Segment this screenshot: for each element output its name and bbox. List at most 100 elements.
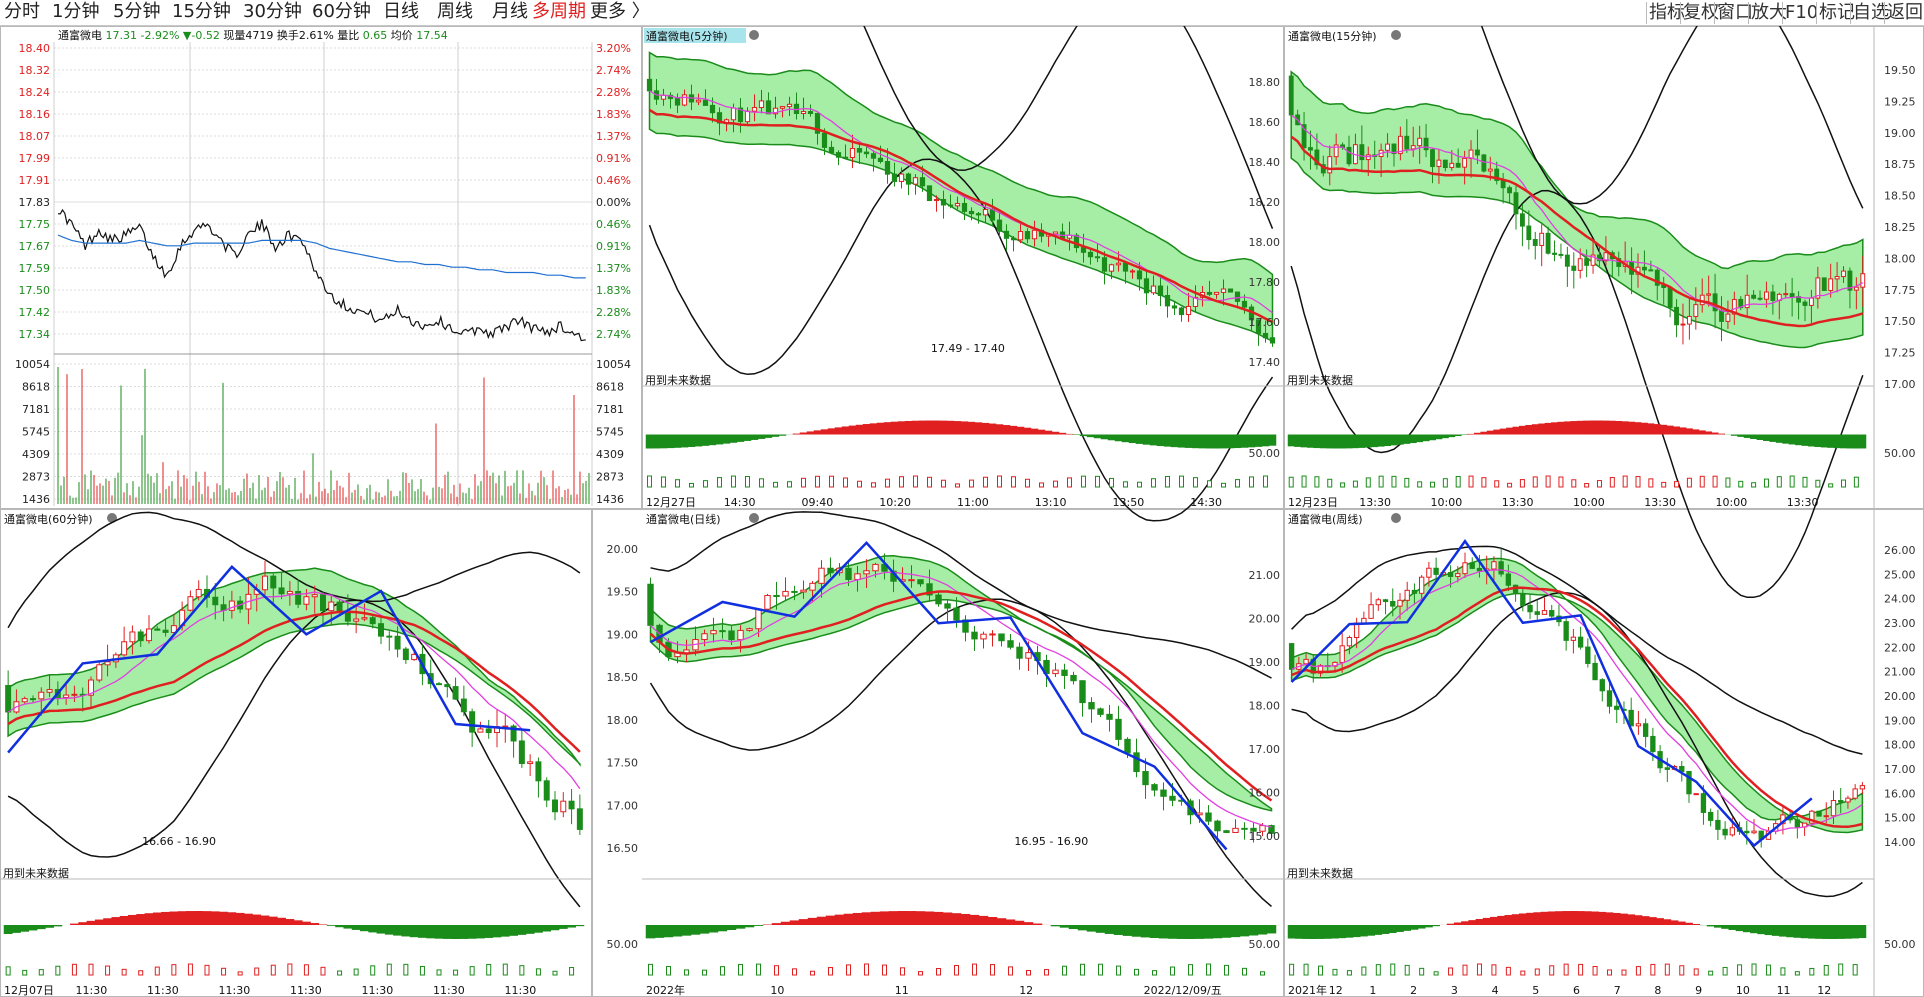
sub-volume-bar [1494, 480, 1500, 488]
sub-volume-bar [1116, 965, 1121, 976]
candle [1418, 576, 1425, 594]
candle [1487, 168, 1493, 172]
ma-line [7, 610, 581, 753]
quote-header: 通富微电 17.31 -2.92% ▼-0.52 现量4719 换手2.61% … [58, 28, 448, 42]
pct-tick: 1.37% [596, 262, 631, 275]
kline-panel: 通富微电(5分钟) 17.49 - 17.40 用到未来数据 12月27日 14:30 0… [642, 26, 1284, 522]
toolbar-button[interactable]: 复权 [1680, 2, 1719, 24]
sub-volume-bar [1648, 478, 1654, 488]
pct-tick: 1.37% [596, 130, 631, 143]
y-tick: 18.60 [1249, 116, 1281, 129]
toolbar-button[interactable]: 窗口 [1714, 2, 1753, 24]
candle [1815, 277, 1821, 299]
toolbar-button[interactable]: 自选 [1850, 2, 1889, 24]
sub-volume-bar [1751, 963, 1757, 976]
y-tick: 20.00 [607, 543, 639, 556]
pct-tick: 0.46% [596, 174, 631, 187]
candle [452, 686, 459, 700]
ma-line [7, 591, 581, 790]
y-tick: 19.00 [607, 628, 639, 641]
candle [647, 583, 654, 626]
period-tab[interactable]: 15分钟 [172, 1, 231, 22]
vol-tick: 1436 [22, 493, 50, 506]
toolbar-button[interactable]: F10 [1782, 2, 1818, 24]
period-tab[interactable]: 月线 [492, 1, 528, 22]
y-tick: 18.50 [1884, 190, 1916, 203]
period-tab[interactable]: 周线 [437, 1, 473, 22]
toolbar-button[interactable]: 指标 [1646, 2, 1685, 24]
period-tab[interactable]: 分时 [4, 1, 40, 22]
candle [96, 664, 103, 681]
ma-line [1290, 114, 1864, 313]
quote-field: 量比 [334, 29, 360, 42]
period-tab[interactable]: 日线 [383, 1, 419, 22]
sub-volume-bar [1841, 479, 1847, 488]
candle [947, 204, 954, 207]
candle [1241, 827, 1248, 830]
candle [989, 209, 996, 221]
candle [1534, 611, 1540, 615]
candle [170, 625, 177, 633]
period-tab[interactable]: 60分钟 [312, 1, 371, 22]
x-tick: 4 [1492, 984, 1499, 997]
candle [1070, 674, 1077, 682]
candle [944, 603, 951, 609]
candle [1234, 291, 1241, 302]
period-tab[interactable]: 1分钟 [52, 1, 100, 22]
candle [1185, 305, 1192, 316]
sub-volume-bar [1686, 477, 1692, 488]
toolbar-button[interactable]: 返回 [1884, 2, 1923, 24]
candle [1301, 124, 1307, 149]
sub-volume-bar [1193, 477, 1198, 488]
candle [1150, 285, 1157, 294]
candle [1142, 771, 1149, 786]
candle [1143, 278, 1150, 294]
candle [1549, 610, 1555, 617]
candle [809, 582, 816, 591]
candle [535, 761, 542, 782]
y-tick: 19.50 [1884, 64, 1916, 77]
candle [744, 110, 751, 123]
x-tick: 9 [1695, 984, 1702, 997]
candle [1220, 288, 1227, 293]
sub-volume-bar [1505, 966, 1511, 976]
price-tick: 17.91 [19, 174, 51, 187]
period-tab[interactable]: 30分钟 [243, 1, 302, 22]
candle [1526, 225, 1532, 241]
candle [576, 808, 583, 830]
candle [807, 111, 814, 114]
sub-volume-bar [1462, 964, 1468, 976]
period-tab[interactable]: 5分钟 [113, 1, 161, 22]
sub-volume-bar [1545, 475, 1551, 488]
candle [1592, 662, 1598, 681]
period-tab[interactable]: 更多 〉 [590, 1, 650, 22]
period-tab[interactable]: 多周期 [532, 1, 586, 22]
sub-volume-bar [1263, 475, 1268, 488]
sub-volume-bar [1289, 963, 1295, 976]
candle [1088, 702, 1095, 710]
panel-title: 通富微电(15分钟) [1288, 29, 1377, 43]
price-tick: 17.34 [19, 328, 51, 341]
sub-volume-bar [900, 967, 905, 976]
sub-volume-bar [756, 963, 761, 976]
toolbar-button[interactable]: 标记 [1816, 2, 1855, 24]
candle [1016, 646, 1023, 659]
candle [702, 99, 709, 106]
sub-volume-bar [1221, 482, 1226, 488]
candle [953, 607, 960, 621]
sub-volume-bar [1080, 963, 1085, 976]
sub-volume-bar [1853, 476, 1859, 488]
candle [1361, 617, 1367, 624]
candle [1838, 800, 1844, 803]
sub-volume-bar [1152, 970, 1157, 976]
x-tick: 12月23日 [1288, 496, 1338, 509]
candle [1783, 293, 1789, 296]
candle [1094, 256, 1101, 259]
candle [46, 689, 53, 693]
candle [1017, 231, 1024, 241]
sub-volume-bar [154, 966, 160, 976]
candle [1539, 232, 1545, 246]
sub-volume-bar [486, 963, 492, 976]
sub-volume-bar [419, 965, 425, 976]
toolbar-button[interactable]: 放大 [1748, 2, 1787, 24]
